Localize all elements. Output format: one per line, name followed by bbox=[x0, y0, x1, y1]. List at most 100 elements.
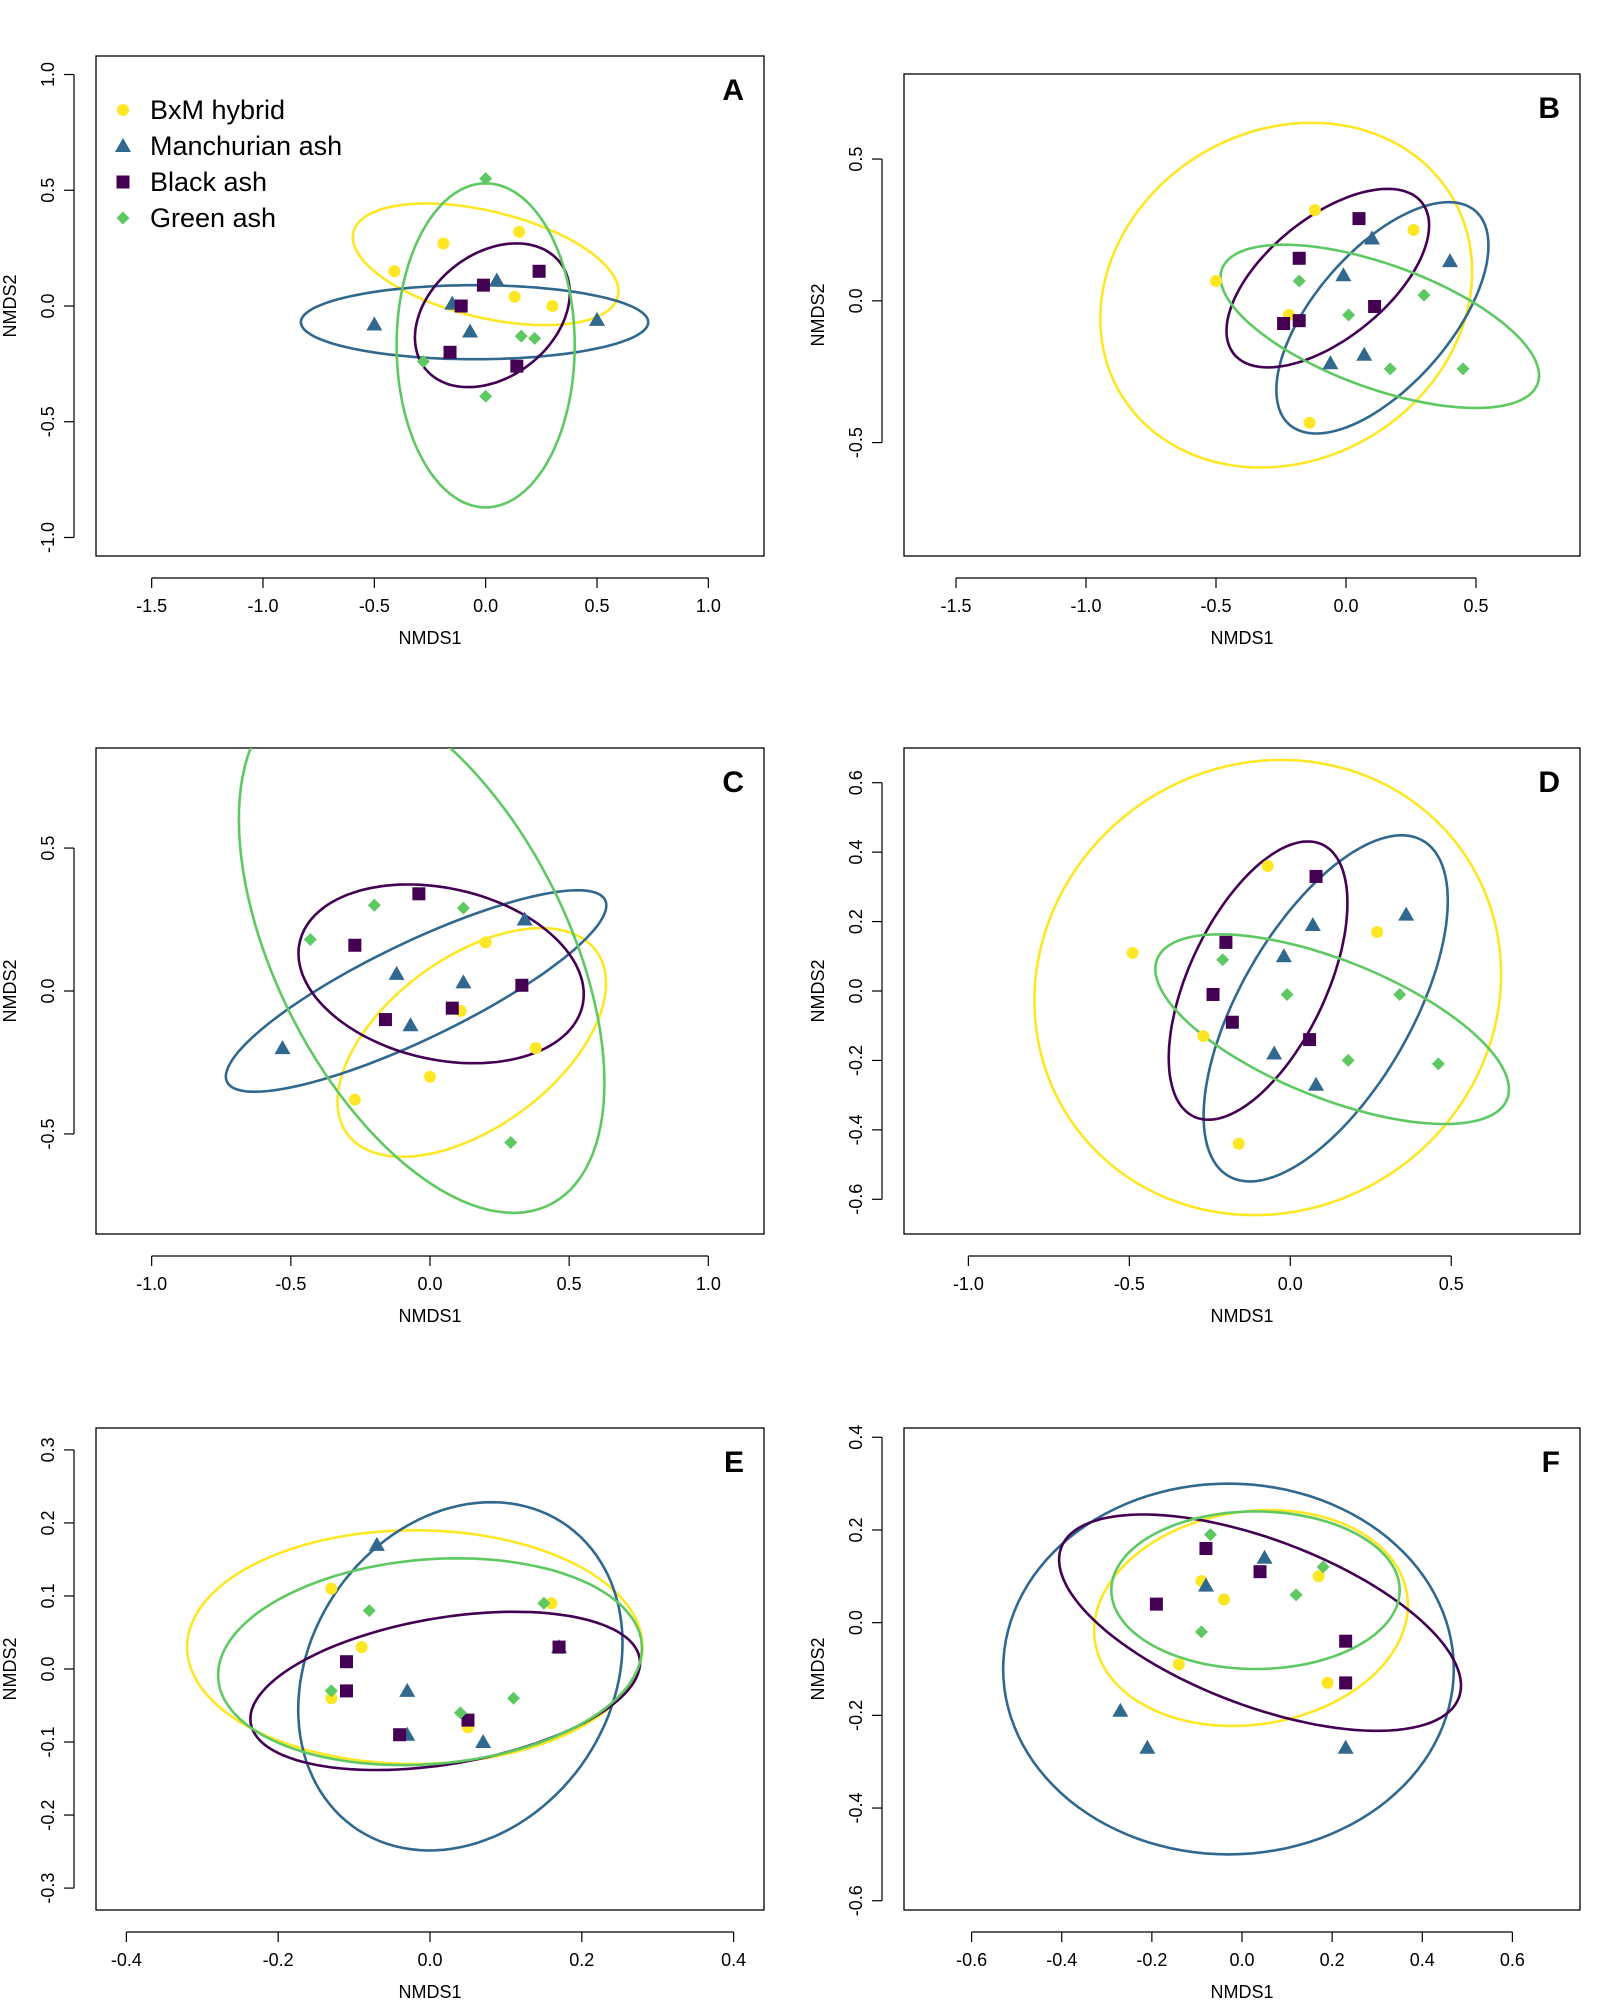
plot-frame bbox=[903, 73, 1581, 557]
data-point-black-ash bbox=[1303, 1033, 1317, 1047]
data-point-manchurian-ash bbox=[1398, 906, 1415, 921]
ellipse-layer bbox=[1001, 1482, 1463, 1856]
data-point-manchurian-ash bbox=[1275, 948, 1292, 963]
data-point-black-ash bbox=[1339, 1634, 1353, 1648]
data-point-manchurian-ash bbox=[455, 974, 472, 989]
data-point-green-ash bbox=[1316, 1560, 1330, 1574]
data-point-black-ash bbox=[1309, 869, 1323, 883]
data-point-green-ash bbox=[1431, 1057, 1445, 1071]
legend-marker bbox=[115, 138, 131, 152]
y-tick-label: -1.0 bbox=[38, 522, 58, 553]
y-axis-label: NMDS2 bbox=[0, 274, 20, 337]
y-tick-label: 0.6 bbox=[846, 770, 866, 795]
y-axis-label: NMDS2 bbox=[0, 1637, 20, 1700]
data-point-green-ash bbox=[504, 1136, 518, 1150]
data-point-green-ash bbox=[303, 933, 317, 947]
data-point-bxm-hybrid bbox=[1126, 946, 1139, 959]
y-tick-label: -0.3 bbox=[38, 1873, 58, 1904]
ellipse-green-ash bbox=[395, 181, 577, 509]
data-point-manchurian-ash bbox=[1266, 1045, 1283, 1060]
data-point-manchurian-ash bbox=[1356, 346, 1373, 361]
x-tick-label: 0.5 bbox=[1439, 1274, 1464, 1294]
ellipse-black-ash bbox=[1167, 840, 1349, 1122]
data-point-manchurian-ash bbox=[516, 911, 533, 926]
y-axis-label: NMDS2 bbox=[808, 283, 828, 346]
data-point-bxm-hybrid bbox=[1371, 925, 1384, 938]
x-tick-label: 0.0 bbox=[417, 1274, 442, 1294]
ellipse-bxm-hybrid bbox=[1092, 1508, 1410, 1728]
x-tick-label: 1.0 bbox=[696, 596, 721, 616]
data-point-black-ash bbox=[1292, 314, 1306, 328]
data-point-green-ash bbox=[453, 1706, 467, 1720]
data-point-green-ash bbox=[1393, 987, 1407, 1001]
ellipse-bxm-hybrid bbox=[336, 926, 608, 1159]
panel-letter: B bbox=[1538, 92, 1560, 125]
y-tick-label: -0.2 bbox=[846, 1045, 866, 1076]
legend-label: Manchurian ash bbox=[150, 131, 342, 161]
panel-letter: D bbox=[1538, 766, 1560, 799]
data-point-green-ash bbox=[1383, 362, 1397, 376]
data-point-bxm-hybrid bbox=[1261, 860, 1274, 873]
x-tick-label: -1.5 bbox=[136, 596, 167, 616]
data-point-black-ash bbox=[552, 1640, 566, 1654]
data-point-black-ash bbox=[454, 299, 468, 313]
data-point-manchurian-ash bbox=[366, 316, 383, 331]
data-point-bxm-hybrid bbox=[388, 265, 401, 278]
data-point-bxm-hybrid bbox=[325, 1692, 338, 1705]
ellipse-layer bbox=[224, 748, 608, 1215]
ellipse-bxm-hybrid bbox=[185, 1528, 644, 1766]
data-point-manchurian-ash bbox=[1442, 253, 1458, 268]
data-point-green-ash bbox=[528, 331, 542, 345]
panel-f: -0.6 -0.4 -0.2 0.0 0.2 0.4 0.6 NMDS1 -0.6 -0.4 -0.… bbox=[808, 1425, 1581, 2000]
data-point-black-ash bbox=[1199, 1542, 1213, 1555]
ellipse-green-ash bbox=[1109, 1510, 1402, 1671]
data-point-manchurian-ash bbox=[1304, 917, 1321, 932]
y-tick-label: -0.6 bbox=[846, 1184, 866, 1215]
legend-marker bbox=[117, 104, 129, 116]
data-point-black-ash bbox=[1219, 935, 1233, 949]
ellipse-manchurian-ash bbox=[299, 283, 650, 361]
x-tick-label: 0.0 bbox=[417, 1950, 442, 1970]
x-axis-label: NMDS1 bbox=[1210, 628, 1273, 648]
x-tick-label: 0.6 bbox=[1500, 1950, 1525, 1970]
x-axis-label: NMDS1 bbox=[398, 1982, 461, 2000]
y-tick-label: 0.1 bbox=[38, 1583, 58, 1608]
y-tick-label: 0.4 bbox=[846, 840, 866, 865]
data-point-manchurian-ash bbox=[1322, 355, 1339, 370]
data-point-manchurian-ash bbox=[1112, 1702, 1129, 1717]
x-tick-label: 0.4 bbox=[721, 1950, 746, 1970]
data-point-bxm-hybrid bbox=[529, 1042, 542, 1055]
y-tick-label: 0.0 bbox=[38, 293, 58, 318]
data-point-bxm-hybrid bbox=[1172, 1658, 1185, 1671]
data-point-manchurian-ash bbox=[274, 1040, 291, 1055]
data-point-manchurian-ash bbox=[368, 1536, 385, 1551]
plot-frame bbox=[95, 1427, 765, 1911]
panel-c: -1.0 -0.5 0.0 0.5 1.0 NMDS1 -0.5 0.0 0.5 NMDS2 C bbox=[0, 747, 765, 1326]
data-point-manchurian-ash bbox=[399, 1682, 416, 1697]
y-tick-label: -0.1 bbox=[38, 1727, 58, 1758]
x-tick-label: 0.2 bbox=[569, 1950, 594, 1970]
data-point-black-ash bbox=[1368, 299, 1382, 313]
x-tick-label: 0.5 bbox=[557, 1274, 582, 1294]
data-point-green-ash bbox=[1280, 987, 1294, 1001]
y-axis-label: NMDS2 bbox=[808, 1637, 828, 1700]
x-axis-label: NMDS1 bbox=[398, 1306, 461, 1326]
data-point-bxm-hybrid bbox=[355, 1641, 368, 1654]
ellipse-green-ash bbox=[237, 748, 606, 1215]
ellipse-black-ash bbox=[1225, 187, 1431, 369]
panel-a: -1.5 -1.0 -0.5 0.0 0.5 1.0 NMDS1 -1.0 -0.5 0.0 0.5… bbox=[0, 55, 765, 648]
data-point-manchurian-ash bbox=[1256, 1549, 1273, 1564]
ellipse-black-ash bbox=[249, 1610, 642, 1772]
data-point-green-ash bbox=[367, 898, 381, 912]
y-tick-label: 0.5 bbox=[38, 836, 58, 861]
data-point-black-ash bbox=[515, 978, 529, 992]
ellipse-manchurian-ash bbox=[296, 1500, 624, 1852]
y-tick-label: -0.6 bbox=[846, 1885, 866, 1916]
y-tick-label: -0.4 bbox=[846, 1114, 866, 1145]
x-tick-label: -0.2 bbox=[263, 1950, 294, 1970]
data-point-bxm-hybrid bbox=[1232, 1137, 1245, 1150]
data-point-black-ash bbox=[1225, 1015, 1239, 1029]
data-point-bxm-hybrid bbox=[513, 225, 526, 238]
y-axis-label: NMDS2 bbox=[0, 959, 20, 1022]
data-point-manchurian-ash bbox=[1308, 1076, 1325, 1091]
